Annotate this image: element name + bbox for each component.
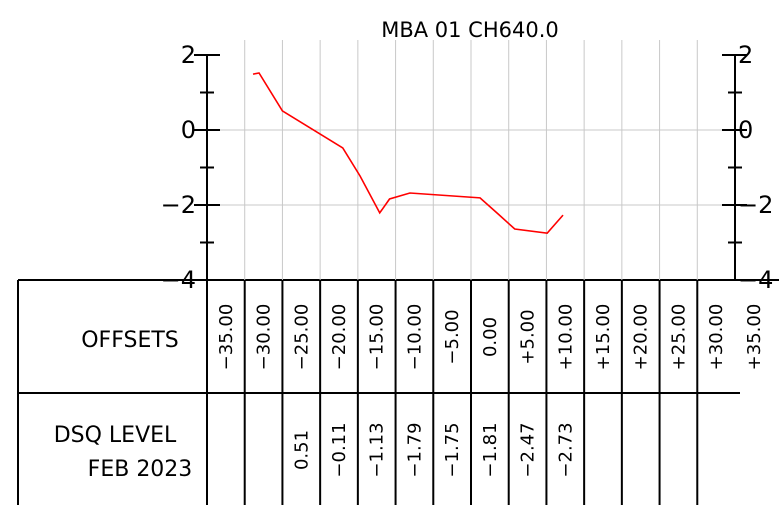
level-label: −2.47: [518, 422, 539, 477]
offset-label: −35.00: [216, 304, 237, 371]
y-tick-label: −2: [161, 191, 196, 219]
offset-label: −5.00: [442, 309, 463, 364]
y-tick-label-right: −2: [738, 191, 773, 219]
profile-line: [252, 72, 564, 234]
offset-label: −10.00: [404, 304, 425, 371]
offset-label: +15.00: [593, 304, 614, 371]
offset-label: +20.00: [631, 304, 652, 371]
offset-label: −20.00: [329, 304, 350, 371]
row-label: DSQ LEVEL: [54, 423, 177, 448]
y-tick-label: 0: [181, 116, 196, 144]
y-tick-label: 2: [181, 41, 196, 69]
y-tick-label-right: 0: [738, 116, 753, 144]
offset-label: −15.00: [367, 304, 388, 371]
row-label: OFFSETS: [81, 328, 179, 353]
level-label: −2.73: [555, 422, 576, 477]
offset-label: 0.00: [480, 317, 501, 357]
row-label: FEB 2023: [88, 457, 193, 482]
level-label: −1.13: [367, 422, 388, 477]
level-label: 0.51: [291, 430, 312, 470]
y-tick-label: −4: [161, 266, 196, 294]
level-label: −0.11: [329, 422, 350, 477]
chart-title: MBA 01 CH640.0: [381, 18, 559, 42]
table-frame: [17, 279, 779, 505]
offset-label: +30.00: [706, 304, 727, 371]
offset-label: +5.00: [518, 309, 539, 364]
offset-label: −25.00: [291, 304, 312, 371]
offset-label: +25.00: [668, 304, 689, 371]
offset-label: +10.00: [555, 304, 576, 371]
offset-label: −30.00: [254, 304, 275, 371]
y-tick-label-right: −4: [738, 266, 773, 294]
level-label: −1.79: [404, 422, 425, 477]
level-label: −1.81: [480, 422, 501, 477]
y-tick-label-right: 2: [738, 41, 753, 69]
level-label: −1.75: [442, 422, 463, 477]
offset-label: +35.00: [744, 304, 765, 371]
